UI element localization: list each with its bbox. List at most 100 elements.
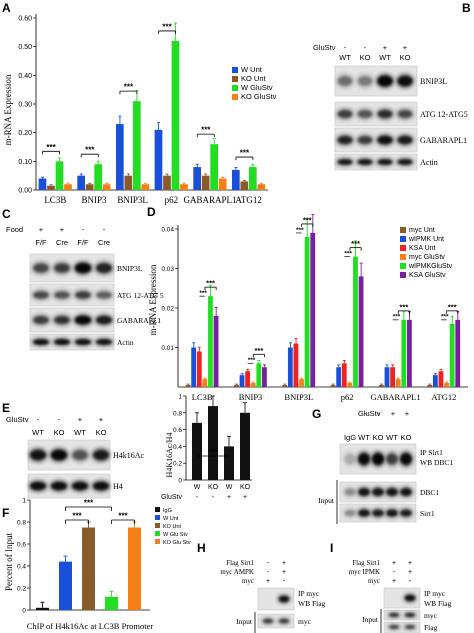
bar — [432, 375, 438, 387]
significance-stars: *** — [72, 512, 82, 521]
lane-label: F/F — [35, 238, 47, 247]
treatment-mark: + — [392, 560, 396, 567]
row-label: myc AMPK — [220, 568, 254, 576]
input-label: Input — [236, 617, 253, 626]
band — [53, 290, 71, 300]
row-label: Flag Sirt1 — [352, 559, 380, 567]
lane-label: IgG — [344, 433, 356, 442]
treatment-mark: - — [364, 43, 367, 52]
band-core — [279, 596, 289, 602]
legend-label: myc GluStv — [409, 254, 445, 261]
band-core — [33, 339, 49, 345]
legend-label: wIPMKGluStv — [408, 263, 453, 270]
significance-stars: *** — [393, 314, 401, 321]
band-core — [357, 110, 373, 118]
band-core — [386, 454, 398, 464]
treatment-mark: + — [282, 560, 286, 567]
lane-label: KO — [400, 53, 411, 62]
bar — [36, 607, 49, 610]
blot-label: H4 — [113, 482, 123, 491]
panel-letter-f: F — [2, 506, 9, 520]
legend-swatch — [400, 272, 406, 278]
treatment-mark: - — [267, 569, 270, 576]
blot-label: IP myc — [424, 589, 446, 598]
blot-strip — [257, 613, 295, 629]
bar — [38, 178, 47, 190]
bar — [213, 315, 219, 387]
blot-strip — [383, 621, 421, 633]
treatment-mark: - — [378, 409, 381, 418]
blot-label: GABARAPL1 — [117, 316, 161, 325]
bar — [196, 351, 202, 387]
bar — [59, 561, 72, 610]
bar — [240, 181, 249, 190]
category-label: ATG12 — [235, 195, 262, 205]
treatment-mark: - — [364, 409, 367, 418]
band-core — [372, 510, 384, 516]
bar — [262, 367, 267, 387]
bar — [124, 175, 133, 190]
bar — [85, 184, 94, 190]
bar — [449, 323, 455, 387]
bar — [180, 184, 188, 190]
blot-label: ATG 12-ATG5 — [420, 110, 468, 119]
blot-label: GABARAPL1 — [420, 136, 467, 145]
y-tick-label: 0.8 — [17, 520, 26, 527]
panel-letter-e: E — [2, 401, 10, 415]
bar — [390, 367, 395, 387]
treatment-label: GluStv — [6, 415, 29, 424]
band-core — [372, 454, 384, 464]
band — [32, 290, 50, 300]
band — [385, 508, 399, 518]
treatment-mark: + — [39, 225, 44, 234]
category-label: p62 — [341, 392, 354, 402]
band-core — [30, 450, 46, 460]
blot-label: H4k16Ac — [113, 451, 145, 460]
lane-label: WT — [339, 53, 351, 62]
legend-label: KO Unt — [241, 74, 267, 83]
y-tick-label: 0 — [178, 478, 182, 485]
treatment-mark: - — [37, 415, 40, 424]
band-core — [54, 263, 70, 273]
legend-swatch — [232, 67, 238, 73]
y-tick-label: 0.03 — [161, 266, 174, 273]
band-core — [357, 159, 373, 165]
band — [356, 134, 374, 146]
treatment-mark: - — [103, 225, 106, 234]
band-core — [357, 136, 373, 144]
band — [262, 618, 274, 624]
blot-label: ATG 12-ATG 5 — [117, 291, 164, 300]
category-label: W — [226, 484, 233, 491]
treatment-mark: + — [405, 409, 410, 418]
y-tick-label: 1 — [22, 498, 26, 505]
band — [53, 338, 71, 346]
band — [32, 261, 50, 275]
band-core — [389, 625, 399, 629]
legend-swatch — [400, 245, 406, 251]
y-tick-label: 0.40 — [18, 73, 32, 80]
legend-swatch — [155, 515, 160, 520]
band — [399, 451, 413, 467]
band-core — [397, 136, 413, 144]
legend-label: KO GluStv — [241, 92, 277, 101]
bar — [208, 296, 213, 387]
band-core — [75, 263, 91, 273]
bar — [201, 175, 210, 190]
band-core — [389, 613, 399, 617]
y-tick-label: 0.01 — [161, 345, 174, 352]
bar — [395, 379, 401, 387]
band — [343, 451, 357, 467]
band-core — [33, 291, 49, 299]
legend-label: W Unt — [241, 65, 263, 74]
significance-stars: *** — [303, 215, 312, 224]
bar — [293, 343, 299, 387]
band — [336, 74, 354, 88]
band-core — [377, 159, 393, 165]
bar — [257, 184, 266, 190]
band — [399, 508, 413, 518]
category-label: KO — [208, 484, 219, 491]
treatment-mark: - — [267, 560, 270, 567]
category-label: LC3B — [192, 392, 213, 402]
significance-stars: *** — [118, 512, 128, 521]
band — [356, 108, 374, 120]
